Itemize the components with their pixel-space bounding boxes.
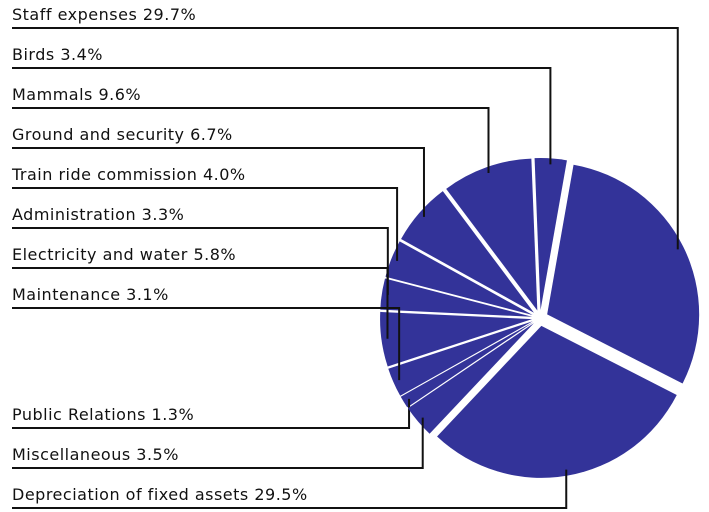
category-label: Mammals <box>12 85 93 104</box>
leader-line <box>12 267 389 339</box>
slice-label: Public Relations 1.3% <box>12 405 194 424</box>
pie-slice <box>437 325 677 478</box>
pie-slice <box>407 323 534 434</box>
category-label: Electricity and water <box>12 245 188 264</box>
category-label: Train ride commission <box>11 165 197 184</box>
pie-slice <box>547 164 700 384</box>
value-label: 29.5% <box>254 485 307 504</box>
leader-line <box>12 417 424 469</box>
leader-line <box>12 187 399 261</box>
slice-label: Birds 3.4% <box>12 45 103 64</box>
category-label: Birds <box>12 45 55 64</box>
category-label: Staff expenses <box>12 5 137 24</box>
slice-label: Miscellaneous 3.5% <box>12 445 179 464</box>
leader-line <box>12 469 568 509</box>
value-label: 9.6% <box>98 85 141 104</box>
value-label: 6.7% <box>190 125 233 144</box>
category-label: Administration <box>12 205 136 224</box>
pie-slice <box>446 158 538 311</box>
value-label: 29.7% <box>143 5 196 24</box>
leader-line <box>12 67 552 165</box>
slice-label: Staff expenses 29.7% <box>12 5 196 24</box>
value-label: 3.5% <box>136 445 179 464</box>
slice-label: Ground and security 6.7% <box>12 125 233 144</box>
leader-line <box>12 27 679 250</box>
category-label: Miscellaneous <box>12 445 131 464</box>
pie-slice <box>400 322 534 408</box>
value-label: 5.8% <box>193 245 236 264</box>
value-label: 3.4% <box>60 45 103 64</box>
pie-slice <box>385 241 533 316</box>
slice-label: Depreciation of fixed assets 29.5% <box>12 485 308 504</box>
value-label: 1.3% <box>152 405 195 424</box>
pie-slice <box>401 191 534 313</box>
value-label: 3.3% <box>142 205 185 224</box>
category-label: Public Relations <box>12 405 146 424</box>
slice-label: Mammals 9.6% <box>12 85 141 104</box>
value-label: 3.1% <box>126 285 169 304</box>
leader-line <box>12 307 401 381</box>
category-label: Maintenance <box>12 285 121 304</box>
slice-label: Maintenance 3.1% <box>12 285 169 304</box>
slice-label: Electricity and water 5.8% <box>12 245 236 264</box>
value-label: 4.0% <box>203 165 246 184</box>
leader-line <box>12 147 425 217</box>
category-label: Depreciation of fixed assets <box>12 485 249 504</box>
leader-line <box>12 107 490 173</box>
category-label: Ground and security <box>12 125 185 144</box>
pie-slice <box>534 158 567 311</box>
pie-slice <box>380 311 533 367</box>
pie-slice <box>380 278 533 317</box>
pie-slice <box>388 321 533 396</box>
slice-label: Administration 3.3% <box>12 205 184 224</box>
slice-label: Train ride commission 4.0% <box>11 165 246 184</box>
